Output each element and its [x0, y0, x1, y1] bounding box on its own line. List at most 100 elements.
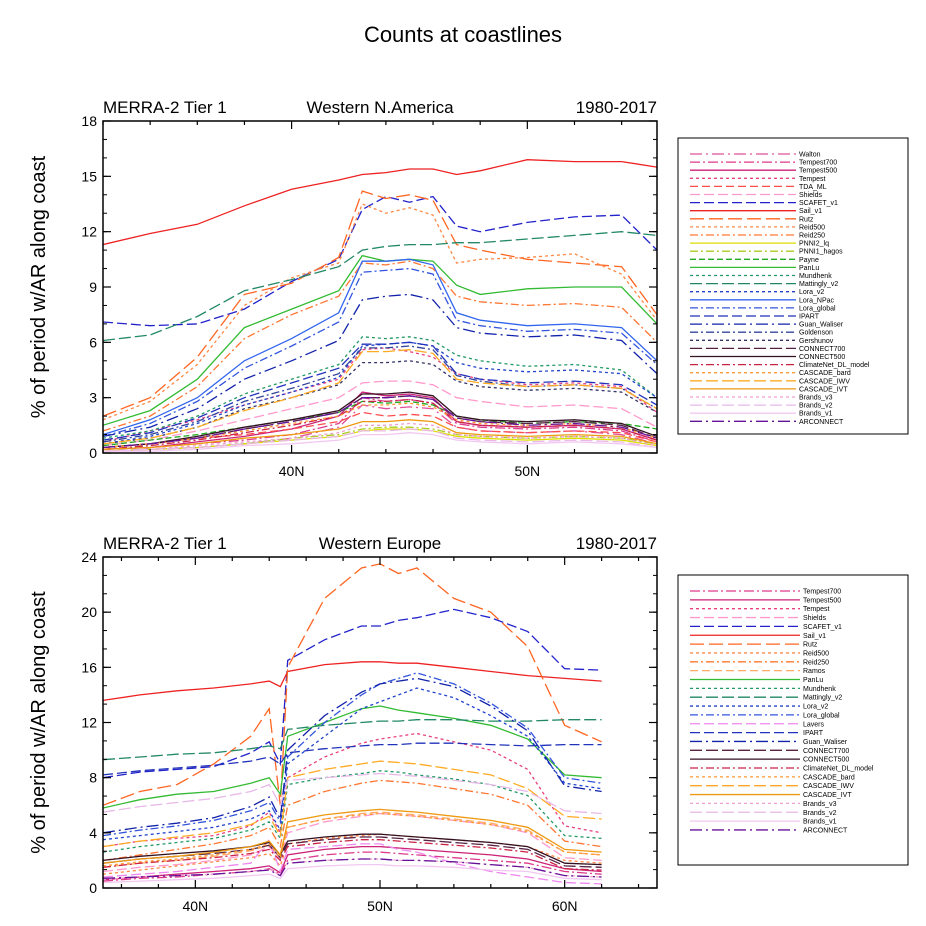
series-line-scafet-v1	[103, 608, 602, 779]
legend-label: Tempest	[803, 606, 830, 613]
series-line-guan-waliser	[103, 293, 657, 438]
legend-label: Mundhenk	[799, 273, 832, 280]
series-line-cascade-bard	[103, 812, 602, 867]
series-line-arconnect	[103, 858, 602, 879]
legend-label: CASCADE_bard	[803, 774, 855, 781]
legend-label: CONNECT500	[803, 757, 849, 764]
legend-label: Payne	[799, 257, 819, 264]
series-line-cascade-ivt	[103, 419, 657, 450]
series-line-lora-npac	[103, 258, 657, 436]
legend-label: Lavers	[803, 721, 825, 728]
y-tick-label: 3	[89, 390, 97, 406]
legend-label: Brands_v1	[799, 411, 833, 418]
y-tick-label: 20	[81, 604, 97, 620]
panel-right-label: 1980-2017	[576, 534, 657, 553]
y-axis-label: % of period w/AR along coast	[28, 155, 50, 418]
legend-label: PNNI2_lq	[799, 241, 829, 248]
legend-label: Brands_v3	[803, 801, 837, 808]
legend-label: Tempest500	[803, 597, 841, 604]
legend-label: Lora_NPac	[799, 297, 835, 304]
x-tick-label: 50N	[367, 898, 393, 914]
y-tick-label: 0	[89, 445, 97, 461]
legend-label: Tempest500	[799, 168, 837, 175]
series-line-rutz	[103, 563, 602, 806]
legend-label: Tempest700	[803, 589, 841, 596]
series-line-mattingly-v2	[103, 719, 602, 761]
panel-left-label: MERRA-2 Tier 1	[103, 534, 227, 553]
y-tick-label: 24	[81, 549, 97, 565]
series-line-tempest500	[103, 845, 602, 881]
legend-label: Lora_global	[803, 712, 840, 719]
y-tick-label: 18	[81, 113, 97, 129]
y-tick-label: 12	[81, 224, 97, 240]
series-line-connect500	[103, 833, 602, 866]
series-line-payne	[103, 400, 657, 447]
series-line-brands-v3	[103, 422, 657, 452]
legend-label: ClimateNet_DL_model	[799, 362, 870, 369]
x-tick-label: 40N	[279, 463, 305, 479]
legend-label: Tempest	[799, 176, 826, 183]
series-line-reid250	[103, 779, 602, 862]
series-line-lora-global	[103, 267, 657, 438]
legend: WaltonTempest700Tempest500TempestTDA_MLS…	[677, 137, 909, 435]
legend-label: Guan_Waliser	[799, 322, 844, 329]
legend-label: ARCONNECT	[799, 419, 844, 426]
legend-label: SCAFET_v1	[799, 200, 838, 207]
legend-label: IPART	[803, 730, 824, 737]
panel-left-label: MERRA-2 Tier 1	[103, 98, 227, 117]
series-line-mundhenk	[103, 770, 602, 853]
series-line-cascade-ivt	[103, 808, 602, 864]
legend-label: Mattingly_v2	[799, 281, 838, 288]
series-line-ramos	[103, 811, 602, 868]
x-tick-label: 60N	[552, 898, 578, 914]
legend-label: CONNECT500	[799, 354, 845, 361]
series-line-cascade-iwv	[103, 760, 602, 848]
series-line-cascade-iwv	[103, 349, 657, 445]
legend-label: Sail_v1	[799, 208, 822, 215]
y-tick-label: 15	[81, 168, 97, 184]
legend-label: CASCADE_bard	[799, 370, 851, 377]
series-line-sail-v1	[103, 159, 657, 246]
series-line-brands-v2	[103, 428, 657, 452]
series-line-scafet-v1	[103, 195, 657, 327]
panel-center-label: Western N.America	[306, 98, 454, 117]
legend-label: CASCADE_IVT	[803, 792, 852, 799]
legend-label: Reid250	[803, 659, 829, 666]
series-line-tempest500	[103, 391, 657, 450]
series-line-reid500	[103, 203, 657, 421]
legend-label: Tempest700	[799, 160, 837, 167]
series-line-ipart	[103, 341, 657, 441]
legend-label: CASCADE_IVT	[799, 386, 848, 393]
legend-label: Brands_v2	[799, 403, 833, 410]
series-line-lora-global	[103, 672, 602, 837]
plot-frame	[102, 556, 658, 889]
series-line-sail-v1	[103, 661, 602, 702]
series-line-mundhenk	[103, 336, 657, 439]
y-tick-label: 6	[89, 334, 97, 350]
series-line-ipart	[103, 742, 602, 776]
legend-label: Rutz	[803, 642, 818, 649]
legend-box	[677, 137, 909, 435]
series-line-panlu	[103, 705, 602, 809]
legend-label: CASCADE_IWV	[803, 783, 854, 790]
legend-label: TDA_ML	[799, 184, 827, 191]
legend-box	[677, 574, 909, 866]
y-tick-label: 0	[89, 880, 97, 896]
legend-label: Brands_v1	[803, 819, 837, 826]
series-line-brands-v2	[103, 772, 602, 815]
legend-label: ClimateNet_DL_model	[803, 766, 874, 773]
legend-label: PNNI1_hagos	[799, 249, 843, 256]
legend-label: CONNECT700	[799, 346, 845, 353]
series-line-arconnect	[103, 395, 657, 449]
legend-label: Shields	[799, 192, 822, 199]
legend-label: Goldenson	[799, 330, 833, 337]
series-line-reid250	[103, 260, 657, 432]
legend-label: Mundhenk	[803, 686, 836, 693]
series-line-connect700	[103, 836, 602, 868]
legend-label: Brands_v3	[799, 395, 833, 402]
series-line-guan-waliser	[103, 677, 602, 834]
panel-center-label: Western Europe	[319, 534, 442, 553]
series-line-brands-v1	[103, 432, 657, 452]
legend-label: Mattingly_v2	[803, 695, 842, 702]
